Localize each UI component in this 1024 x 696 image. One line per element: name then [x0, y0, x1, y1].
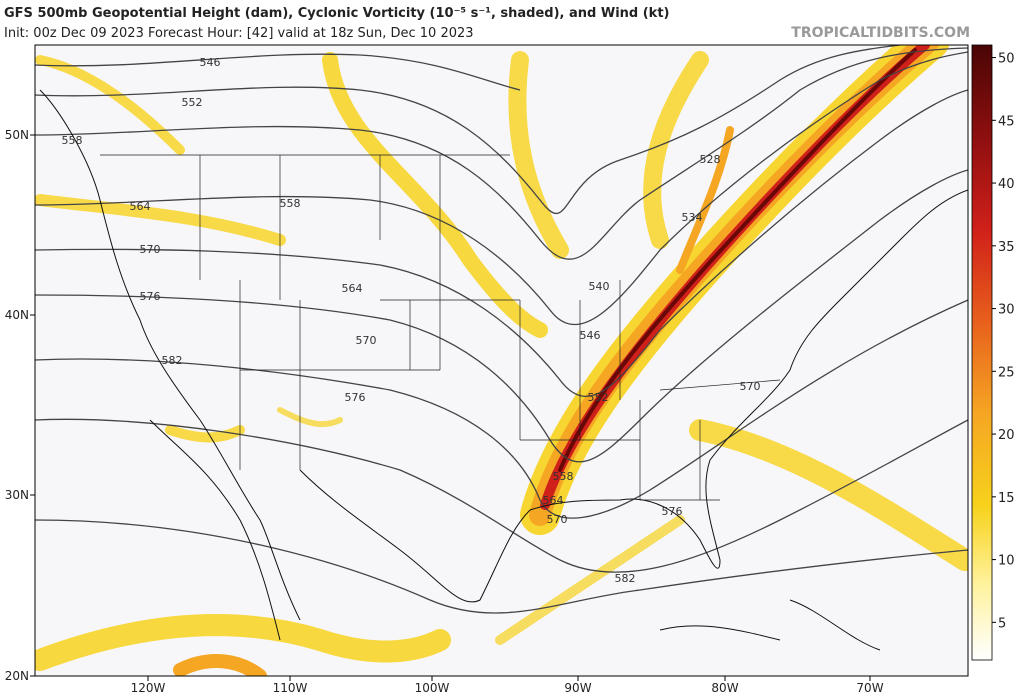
colorbar-label: 45 — [998, 114, 1015, 129]
contour-label: 564 — [543, 494, 564, 507]
colorbar-label: 15 — [998, 491, 1015, 506]
contour-label: 576 — [662, 505, 683, 518]
colorbar-label: 50 — [998, 52, 1015, 67]
contour-label: 552 — [588, 391, 609, 404]
contour-label: 558 — [62, 134, 83, 147]
colorbar-label: 35 — [998, 240, 1015, 255]
lon-label: 90W — [564, 681, 591, 695]
contour-label: 552 — [182, 96, 203, 109]
colorbar-label: 10 — [998, 554, 1015, 569]
lat-label: 50N — [5, 128, 29, 142]
title: GFS 500mb Geopotential Height (dam), Cyc… — [4, 6, 670, 21]
watermark: TROPICALTIDBITS.COM — [791, 25, 970, 41]
lat-label: 40N — [5, 308, 29, 322]
contour-label: 576 — [345, 391, 366, 404]
subtitle: Init: 00z Dec 09 2023 Forecast Hour: [42… — [4, 26, 474, 41]
lon-label: 100W — [415, 681, 450, 695]
contour-label: 570 — [356, 334, 377, 347]
contour-label: 546 — [200, 56, 221, 69]
lon-label: 70W — [856, 681, 883, 695]
lat-label: 30N — [5, 488, 29, 502]
lon-label: 80W — [711, 681, 738, 695]
contour-label: 570 — [547, 513, 568, 526]
contour-label: 534 — [682, 211, 703, 224]
colorbar-label: 5 — [998, 616, 1006, 631]
contour-label: 528 — [700, 153, 721, 166]
contour-label: 582 — [615, 572, 636, 585]
colorbar-label: 25 — [998, 365, 1015, 380]
contour-label: 558 — [553, 470, 574, 483]
contour-label: 570 — [740, 380, 761, 393]
contour-label: 576 — [140, 290, 161, 303]
lon-label: 120W — [131, 681, 166, 695]
map-area — [35, 45, 968, 676]
contour-label: 564 — [130, 200, 151, 213]
colorbar-label: 40 — [998, 177, 1015, 192]
contour-label: 564 — [342, 282, 363, 295]
contour-label: 558 — [280, 197, 301, 210]
colorbar-label: 30 — [998, 303, 1015, 318]
contour-label: 582 — [162, 354, 183, 367]
lat-label: 20N — [5, 669, 29, 683]
contour-label: 540 — [589, 280, 610, 293]
contour-label: 546 — [580, 329, 601, 342]
colorbar-label: 20 — [998, 428, 1015, 443]
lon-label: 110W — [273, 681, 308, 695]
contour-label: 570 — [140, 243, 161, 256]
